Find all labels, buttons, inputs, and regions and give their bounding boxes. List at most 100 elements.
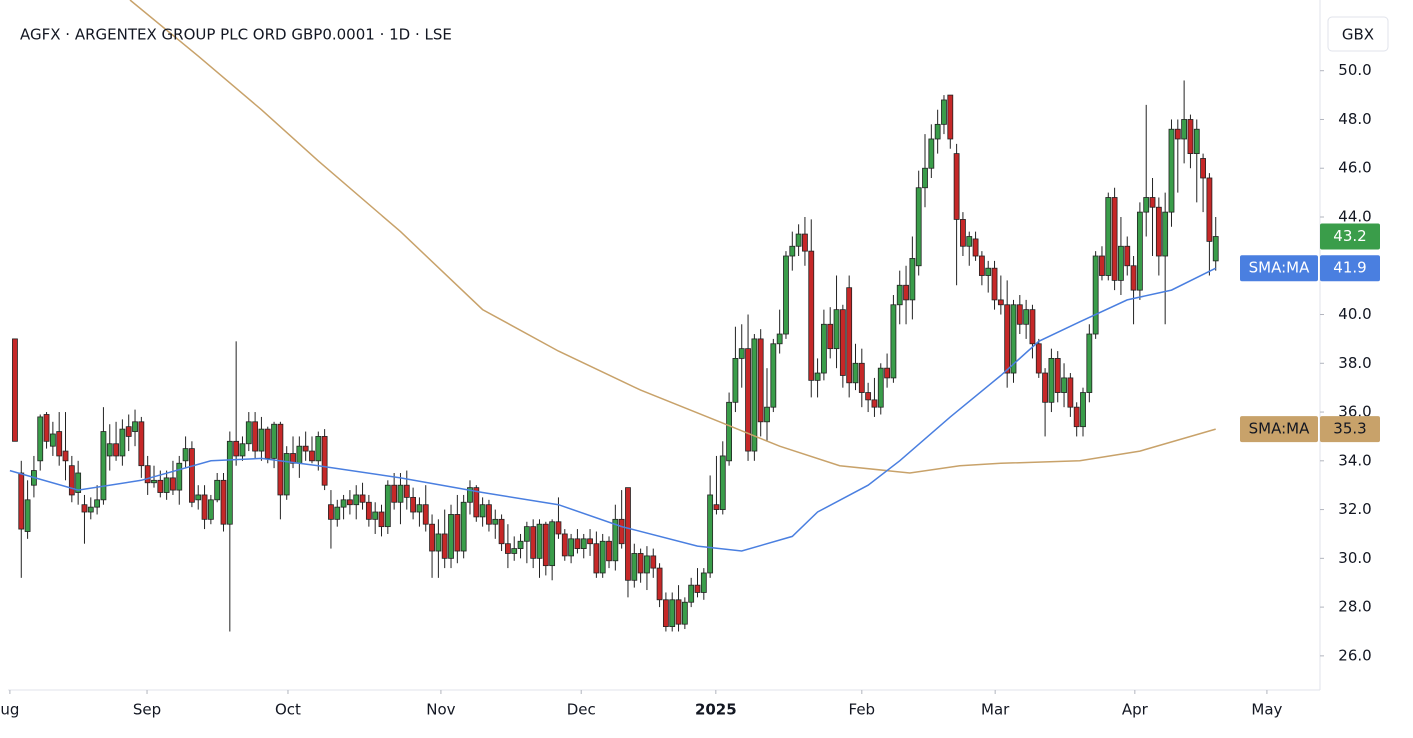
x-tick-label: Mar — [981, 701, 1010, 719]
candle-body — [865, 392, 872, 401]
moving-average-line — [129, 0, 1216, 474]
y-tick-label: 46.0 — [1338, 159, 1371, 177]
candle-body — [966, 236, 973, 247]
candle-body — [574, 538, 581, 549]
candle-body — [334, 506, 341, 520]
candle-body — [100, 431, 107, 501]
candle-body — [523, 526, 530, 542]
candle-body — [764, 406, 770, 423]
candle-body — [915, 187, 922, 267]
candle-body — [315, 436, 322, 462]
candle-body — [555, 521, 562, 535]
y-tick-label: 30.0 — [1338, 549, 1371, 567]
candle-body — [637, 553, 644, 574]
candle-body — [56, 431, 63, 457]
candle-body — [726, 401, 732, 462]
candle-body — [176, 462, 183, 491]
candle-body — [1155, 206, 1162, 257]
candle-body — [568, 538, 574, 557]
candle-body — [1168, 128, 1175, 213]
candle-body — [751, 338, 758, 452]
candle-body — [599, 540, 606, 574]
candle-body — [719, 455, 726, 510]
candle-body — [820, 323, 827, 374]
candle-body — [1193, 128, 1200, 155]
candle-body — [144, 465, 151, 484]
currency: GBX — [1342, 26, 1374, 44]
x-tick-label: Nov — [426, 701, 455, 719]
candle-body — [644, 555, 650, 574]
candle-body — [662, 599, 669, 628]
candle-body — [113, 443, 119, 457]
candle-body — [75, 472, 82, 493]
candle-body — [884, 367, 890, 379]
candle-body — [372, 511, 379, 520]
candle-body — [1067, 377, 1074, 408]
x-tick-label: Dec — [567, 701, 596, 719]
candle-body — [473, 487, 480, 518]
candle-body — [1200, 158, 1206, 179]
x-tick-label: ug — [0, 701, 19, 719]
candle-body — [24, 499, 31, 532]
candle-body — [504, 543, 511, 554]
candle-body — [422, 504, 429, 525]
candle-body — [536, 523, 543, 559]
y-tick-label: 36.0 — [1338, 403, 1371, 421]
candle-body — [953, 153, 960, 220]
candle-body — [511, 548, 518, 554]
candle-body — [207, 499, 214, 520]
candle-body — [1212, 236, 1219, 262]
candle-body — [694, 584, 701, 593]
candle-body — [618, 518, 625, 545]
candle-body — [43, 414, 50, 442]
currency-box[interactable] — [1327, 16, 1389, 52]
candle-body — [871, 399, 878, 408]
candle-body — [378, 511, 385, 528]
y-tick-label: 48.0 — [1338, 110, 1371, 128]
candle-body — [264, 428, 271, 459]
candle-body — [163, 477, 170, 493]
candle-body — [593, 543, 600, 574]
candle-body — [416, 504, 423, 513]
candle-body — [1206, 177, 1213, 242]
candle-body — [675, 599, 682, 625]
candle-body — [328, 504, 334, 520]
candle-body — [321, 436, 328, 486]
candle-body — [795, 233, 802, 247]
price-badge — [1320, 223, 1380, 250]
candle-body — [132, 421, 138, 432]
candle-body — [1162, 211, 1169, 257]
candle-body — [1181, 119, 1188, 140]
candle-body — [1174, 128, 1181, 140]
price-badge — [1320, 416, 1380, 443]
candle-body — [732, 358, 739, 403]
candle-body — [1136, 211, 1143, 291]
candle-body — [138, 421, 145, 467]
candle-body — [789, 245, 796, 257]
candle-body — [1130, 265, 1137, 291]
candle-body — [226, 440, 233, 525]
candle-body — [283, 453, 290, 496]
candle-body — [384, 484, 391, 528]
price-badge-label: 43.2 — [1333, 227, 1366, 245]
series-name-badge — [1240, 255, 1318, 282]
candle-body — [580, 538, 587, 549]
candle-body — [1010, 304, 1017, 374]
candle-body — [877, 367, 884, 408]
candle-body — [340, 499, 347, 508]
candle-body — [890, 304, 897, 379]
candle-body — [403, 484, 410, 498]
candle-body — [271, 423, 277, 459]
candle-body — [612, 518, 619, 562]
candle-body — [1086, 333, 1093, 393]
candle-body — [1073, 406, 1080, 428]
candle-body — [1080, 392, 1086, 428]
candle-body — [106, 443, 113, 457]
candle-body — [1124, 245, 1131, 267]
candle-body — [808, 250, 815, 381]
candle-body — [1187, 119, 1194, 155]
candle-body — [309, 450, 315, 462]
price-badge-label: 41.9 — [1333, 259, 1366, 277]
